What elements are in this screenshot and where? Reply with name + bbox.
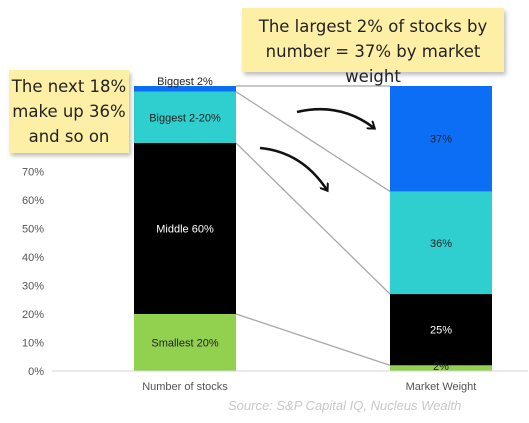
y-tick-label: 60% — [22, 195, 44, 207]
bar-segment — [134, 91, 236, 143]
bar-segment — [134, 143, 236, 314]
bar-segment — [390, 191, 492, 295]
x-category-label: Market Weight — [406, 381, 477, 393]
segment-label: Middle 60% — [156, 224, 214, 236]
y-tick-label: 40% — [22, 252, 44, 264]
segment-label: Biggest 2% — [157, 76, 213, 88]
y-tick-label: 30% — [22, 281, 44, 293]
source-caption: Source: S&P Capital IQ, Nucleus Wealth — [228, 398, 462, 413]
y-tick-label: 0% — [28, 366, 44, 378]
y-tick-label: 20% — [22, 309, 44, 321]
connector-lines — [235, 85, 391, 366]
bar-segment — [134, 314, 236, 371]
segment-label: Smallest 20% — [151, 338, 218, 350]
connector-line — [235, 313, 391, 366]
segment-label: 2% — [433, 361, 449, 373]
bar-segment — [134, 86, 236, 92]
annotation-note-top: The largest 2% of stocks by number = 37%… — [242, 8, 504, 86]
segment-label: 25% — [430, 325, 452, 337]
connector-line — [235, 142, 391, 295]
segment-labels: Smallest 20% 2% Middle 60% 25% Biggest 2-20%… — [149, 76, 452, 373]
bar-segment — [390, 86, 492, 192]
bar-segment — [390, 365, 492, 371]
segment-label: 36% — [430, 238, 452, 250]
segment-label: Biggest 2-20% — [149, 112, 221, 124]
curved-arrow-top — [296, 107, 374, 128]
bar-segment — [390, 294, 492, 366]
x-axis: Number of stocks Market Weight — [52, 370, 528, 393]
y-tick-label: 10% — [22, 338, 44, 350]
y-tick-label: 50% — [22, 224, 44, 236]
x-category-label: Number of stocks — [142, 381, 228, 393]
segment-label: 37% — [430, 134, 452, 146]
connector-line — [235, 91, 391, 192]
curved-arrow-middle — [259, 146, 327, 190]
bars — [134, 86, 492, 371]
y-tick-label: 70% — [22, 167, 44, 179]
y-axis: 0% 10% 20% 30% 40% 50% 60% 70% — [22, 167, 44, 379]
annotation-note-left: The next 18% make up 36% and so on — [9, 70, 129, 153]
